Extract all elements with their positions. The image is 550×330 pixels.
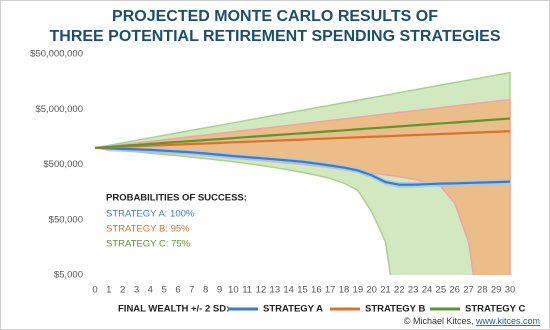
x-tick-label: 8 [203,285,208,296]
x-tick-label: 23 [408,285,419,296]
x-tick-label: 0 [92,285,97,296]
legend-label: STRATEGY B [365,304,425,315]
y-tick-label: $50,000 [49,214,83,225]
x-tick-label: 27 [463,285,474,296]
annotation: STRATEGY B: 95% [106,224,190,235]
series-line [94,146,511,186]
chart-title: THREE POTENTIAL RETIREMENT SPENDING STRA… [50,28,501,45]
x-tick-label: 11 [242,285,252,296]
x-tick-label: 30 [505,285,516,296]
x-tick-label: 29 [491,285,502,296]
source: © Michael Kitces, www.kitces.com [404,316,540,326]
x-tick-label: 18 [339,285,350,296]
x-tick-label: 21 [380,285,391,296]
source-text: © Michael Kitces, [404,316,474,326]
source-link[interactable]: www.kitces.com [475,316,540,326]
x-tick-label: 5 [162,285,167,296]
annotation: STRATEGY C: 75% [106,239,191,250]
x-tick-label: 20 [366,285,377,296]
x-tick-label: 7 [189,285,194,296]
x-tick-label: 2 [120,285,125,296]
x-tick-label: 25 [436,285,447,296]
x-tick-label: 26 [449,285,460,296]
annotation-title: PROBABILITIES OF SUCCESS: [106,193,247,204]
x-tick-label: 9 [217,285,222,296]
x-tick-label: 1 [106,285,111,296]
x-tick-label: 13 [270,285,281,296]
x-tick-label: 14 [283,285,294,296]
x-tick-label: 15 [297,285,308,296]
legend-title: FINAL WEALTH +/- 2 SD: [118,304,229,315]
x-tick-label: 3 [134,285,139,296]
y-tick-label: $5,000 [54,270,83,281]
legend-label: STRATEGY C [465,304,525,315]
x-tick-label: 19 [353,285,364,296]
y-tick-label: $500,000 [43,159,83,170]
x-tick-label: 10 [228,285,239,296]
x-tick-label: 22 [394,285,405,296]
x-tick-label: 6 [175,285,180,296]
chart-title: PROJECTED MONTE CARLO RESULTS OF [112,8,438,25]
y-tick-label: $50,000,000 [30,49,83,60]
lines [94,117,511,186]
legend-label: STRATEGY A [263,304,323,315]
x-tick-label: 16 [311,285,322,296]
annotation: STRATEGY A: 100% [106,209,195,220]
series-line [94,130,511,149]
x-tick-label: 24 [422,285,433,296]
x-tick-label: 28 [477,285,488,296]
x-tick-label: 12 [256,285,267,296]
x-tick-label: 17 [325,285,336,296]
x-tick-label: 4 [148,285,153,296]
series-line [94,117,511,149]
y-tick-label: $5,000,000 [35,104,83,115]
